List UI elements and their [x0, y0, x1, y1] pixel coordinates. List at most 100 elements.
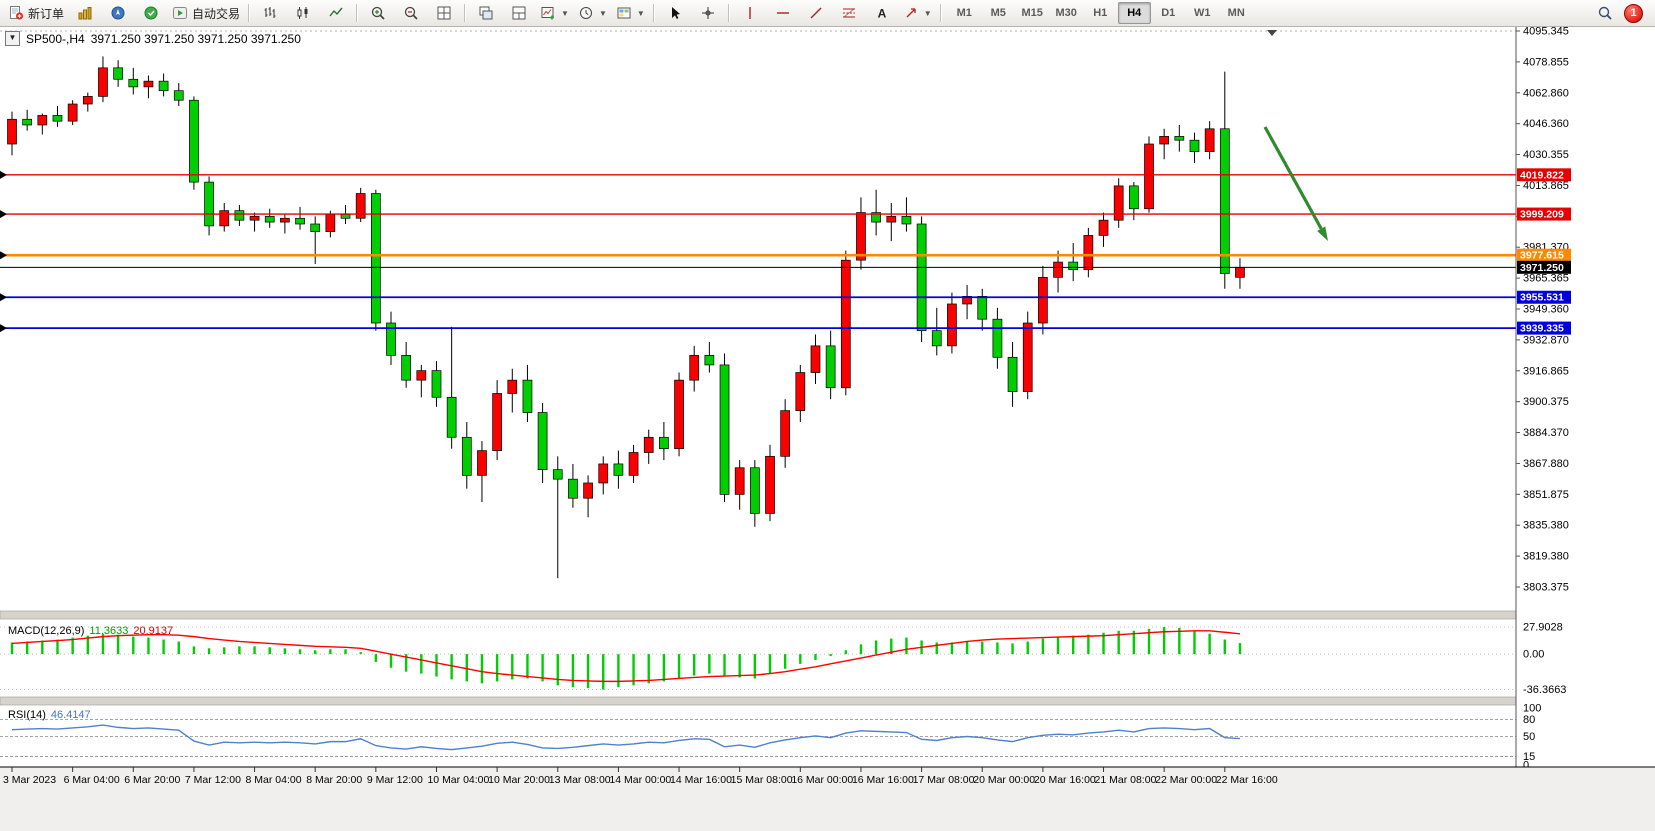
- tile-windows-button[interactable]: [428, 1, 460, 25]
- timeframe-M5[interactable]: M5: [990, 7, 1006, 19]
- trendline-button[interactable]: [800, 1, 832, 25]
- time-axis-label: 15 Mar 08:00: [731, 774, 793, 786]
- new-order-icon: [10, 6, 24, 20]
- crosshair-icon: [701, 7, 714, 19]
- bull-candle: [143, 80, 154, 88]
- price-axis-label: 3916.865: [1523, 365, 1569, 377]
- bull-candle: [674, 379, 684, 450]
- time-axis-label: 3 Mar 2023: [3, 774, 56, 786]
- price-tag-4019.822: [1517, 168, 1571, 182]
- arrange-windows-button[interactable]: [503, 1, 535, 25]
- bear-candle: [1128, 185, 1139, 210]
- price-axis-label: 3835.380: [1523, 520, 1569, 532]
- terminal-button[interactable]: [135, 1, 167, 25]
- price-tag-4019.822-text: 4019.822: [1520, 169, 1564, 181]
- cursor-button[interactable]: [659, 1, 691, 25]
- timeframe-M15[interactable]: M15: [1021, 7, 1043, 19]
- bull-candle: [1235, 266, 1245, 278]
- bull-candle: [583, 482, 593, 499]
- timeframe-W1[interactable]: W1: [1193, 7, 1211, 19]
- collapse-icon[interactable]: ▼: [5, 31, 20, 46]
- chevron-down-icon: ▼: [598, 8, 607, 18]
- rsi-panel: [0, 719, 1516, 757]
- price-axis-label: 4078.855: [1523, 56, 1569, 68]
- symbol-period: SP500-,H4: [26, 31, 85, 46]
- chart-background: [0, 27, 1655, 831]
- new-chart-button[interactable]: ▼: [536, 1, 573, 25]
- bull-candle: [355, 193, 366, 219]
- clock-icon: [579, 7, 592, 19]
- timeframe-H4[interactable]: H4: [1117, 2, 1151, 24]
- new-order-button[interactable]: 新订单: [4, 1, 68, 25]
- line-chart-button[interactable]: [320, 1, 352, 25]
- macd-main-value: 11.3633: [89, 625, 129, 637]
- fibonacci-button[interactable]: [833, 1, 865, 25]
- navigator-button[interactable]: [102, 1, 134, 25]
- price-chart[interactable]: 4095.345 4078.855 4062.860 4046.360 4030.355…: [0, 27, 1655, 831]
- panel-separator[interactable]: [0, 610, 1655, 620]
- cascade-windows-button[interactable]: [470, 1, 502, 25]
- rsi-axis-label: 100: [1523, 703, 1541, 715]
- notification-badge[interactable]: 1: [1624, 3, 1643, 23]
- bear-candle: [234, 210, 245, 221]
- toolbar-separator: [727, 4, 730, 22]
- zoom-out-button[interactable]: [395, 1, 427, 25]
- timeframe-H1[interactable]: H1: [1093, 7, 1108, 19]
- zoom-in-button[interactable]: [362, 1, 394, 25]
- chart-window: 4095.345 4078.855 4062.860 4046.360 4030.355…: [0, 27, 1655, 831]
- bull-candle: [280, 217, 290, 223]
- bull-candle: [37, 115, 48, 126]
- trend-arrow[interactable]: [1263, 126, 1323, 230]
- search-icon: [1598, 6, 1612, 20]
- templates-button[interactable]: ▼: [612, 1, 649, 25]
- price-axis[interactable]: [1516, 27, 1655, 767]
- vertical-line-button[interactable]: [734, 1, 766, 25]
- time-axis-label: 10 Mar 20:00: [488, 774, 550, 786]
- market-watch-button[interactable]: [69, 1, 101, 25]
- time-axis-label: 16 Mar 00:00: [791, 774, 853, 786]
- timeframe-M30[interactable]: M30: [1055, 7, 1077, 19]
- zoom-in-icon: [371, 6, 385, 20]
- bear-candle: [1007, 356, 1018, 392]
- autotrading-button[interactable]: 自动交易: [168, 1, 244, 25]
- time-axis-label: 22 Mar 00:00: [1155, 774, 1217, 786]
- horizontal-line-button[interactable]: [767, 1, 799, 25]
- new-chart-icon: [541, 7, 555, 20]
- bear-candle: [295, 217, 305, 225]
- new-order-label: 新订单: [28, 6, 65, 21]
- timeframe-MN[interactable]: MN: [1227, 7, 1245, 19]
- crosshair-button[interactable]: [692, 1, 724, 25]
- timeframe-M1[interactable]: M1: [956, 7, 972, 19]
- bear-candle: [568, 478, 578, 499]
- bull-candle: [598, 463, 609, 484]
- bear-candle: [189, 99, 199, 183]
- text-tool-button[interactable]: A: [866, 1, 898, 25]
- bear-candle: [1219, 128, 1230, 274]
- bar-chart-button[interactable]: [254, 1, 286, 25]
- price-axis-label: 4095.345: [1523, 27, 1569, 38]
- chevron-down-icon: ▼: [561, 8, 569, 18]
- time-axis-label: 16 Mar 16:00: [852, 774, 914, 786]
- bull-candle: [1083, 235, 1094, 271]
- bull-candle: [492, 393, 502, 451]
- periods-button[interactable]: ▼: [574, 1, 611, 25]
- bear-candle: [204, 181, 214, 227]
- bear-candle: [704, 355, 715, 366]
- line-anchor-icon: [0, 251, 7, 260]
- time-axis-label: 14 Mar 00:00: [609, 774, 671, 786]
- time-axis[interactable]: [0, 767, 1655, 831]
- bear-candle: [871, 212, 881, 223]
- timeframe-D1[interactable]: D1: [1161, 7, 1176, 19]
- template-palette-icon: [617, 7, 631, 19]
- current-price-tag-text: 3971.250: [1520, 262, 1564, 274]
- search-button[interactable]: [1589, 1, 1621, 25]
- price-axis-label: 3819.380: [1523, 551, 1569, 563]
- bull-candle: [1113, 185, 1124, 221]
- time-axis-label: 10 Mar 04:00: [427, 774, 489, 786]
- panel-separator[interactable]: [0, 696, 1655, 706]
- macd-signal-line: [11, 630, 1241, 683]
- rsi-axis-label: 15: [1523, 751, 1535, 763]
- chart-shift-marker-icon[interactable]: [1267, 30, 1277, 36]
- arrows-tool-button[interactable]: ▼: [899, 1, 936, 25]
- candlestick-chart-button[interactable]: [287, 1, 319, 25]
